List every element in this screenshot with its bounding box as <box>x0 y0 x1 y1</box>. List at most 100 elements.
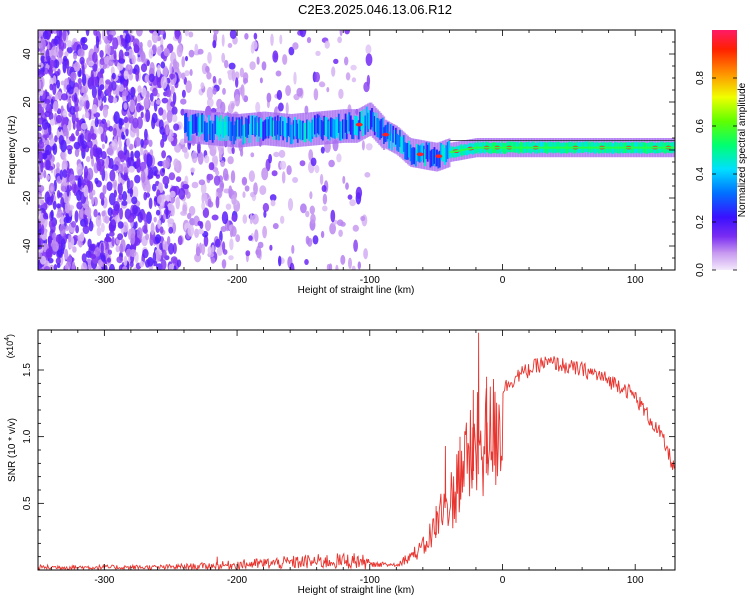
ridge-core <box>206 122 209 142</box>
spectrogram-cell <box>231 68 236 82</box>
spectrogram-cell <box>145 211 152 224</box>
spectrogram-cell <box>130 233 136 245</box>
spectrogram-cell <box>54 71 60 77</box>
ridge-core <box>308 121 311 141</box>
spectrogram-cell <box>60 80 65 86</box>
ridge-core <box>410 148 413 165</box>
spectrogram-cell <box>38 62 44 69</box>
spectrogram-cell <box>118 84 125 92</box>
ridge-core <box>260 119 263 139</box>
spectrogram-cell <box>68 119 72 131</box>
spectrogram-cell <box>121 174 129 181</box>
spectrogram-cell <box>161 194 166 200</box>
ridge-hotspot <box>382 132 390 137</box>
ridge-core <box>264 119 267 139</box>
spectrogram-cell <box>169 62 173 75</box>
spectrogram-cell <box>56 190 61 199</box>
spectrogram-cell <box>215 196 220 209</box>
ridge-core <box>377 118 380 138</box>
spectrogram-cell <box>66 46 73 54</box>
spectrogram-cell <box>63 248 69 260</box>
spectrogram-cell <box>61 238 66 251</box>
ridge-core <box>352 120 355 140</box>
ridge-core <box>190 115 193 135</box>
spectrogram-cell <box>90 69 94 83</box>
spectrogram-cell <box>60 185 67 192</box>
spectrogram-cell <box>60 197 65 208</box>
spectrogram-cell <box>55 114 62 124</box>
spectrogram-cell <box>95 35 100 49</box>
spectrogram-cell <box>172 114 178 123</box>
spectrogram-cell <box>318 81 325 88</box>
spectrogram-cell <box>123 166 128 174</box>
spectrogram-cell <box>62 30 67 42</box>
ridge-core <box>372 112 375 132</box>
spectrogram-cell <box>262 225 267 239</box>
spectrogram-cell <box>363 81 370 93</box>
spectrogram-cell <box>162 175 170 186</box>
spectrogram-cell <box>309 205 315 215</box>
spectrogram-cell <box>190 167 196 173</box>
ridge-core <box>380 118 383 139</box>
spectrogram-cell <box>149 92 154 102</box>
ridge-core <box>233 125 235 145</box>
spectrogram-cell <box>163 49 170 57</box>
spectrogram-cell <box>191 181 199 189</box>
spectrogram-cell <box>155 234 162 244</box>
spectrogram-cell <box>273 151 280 158</box>
spectrogram-cell <box>56 79 60 89</box>
spectrogram-cell <box>250 152 255 158</box>
spectrogram-cell <box>188 49 195 58</box>
spectrogram-cell <box>112 127 117 137</box>
spectrogram-cell <box>42 152 48 160</box>
spectrogram-cell <box>338 88 344 99</box>
ridge-core <box>234 121 237 141</box>
ridge-core <box>223 116 226 136</box>
spectrogram-cell <box>170 256 178 264</box>
ridge-core <box>288 118 291 138</box>
spectrogram-cell <box>202 207 210 219</box>
spectrogram-cell <box>171 106 178 116</box>
spectrogram-cell <box>143 191 148 201</box>
spectrogram-cell <box>222 168 229 181</box>
spectrogram-cell <box>292 177 299 183</box>
ridge-core <box>286 123 288 143</box>
spectrogram-cell <box>132 186 139 199</box>
ridge-core <box>391 133 393 151</box>
spectrogram-cell <box>45 159 51 171</box>
spectrogram-cell <box>336 153 342 163</box>
ridge-core <box>227 117 230 137</box>
ridge-core <box>294 117 296 137</box>
ridge-core <box>395 127 397 145</box>
spectrogram-cell <box>100 222 105 233</box>
spectrogram-cell <box>70 71 77 82</box>
spectrogram-cell <box>77 177 82 188</box>
ridge-core <box>215 115 218 135</box>
spectrogram-cell <box>308 149 314 162</box>
spectrogram-cell <box>56 162 60 169</box>
spectrogram-cell <box>104 170 108 182</box>
colorbar-tick-label: 0.6 <box>695 119 706 133</box>
spectrogram-cell <box>64 51 69 57</box>
ridge-core <box>214 114 217 134</box>
y-tick-label: -40 <box>22 238 33 253</box>
spectrogram-cell <box>81 63 85 77</box>
spectrogram-cell <box>313 88 319 101</box>
x-tick-label: -300 <box>94 575 114 586</box>
spectrogram-cell <box>212 75 217 84</box>
ridge-core <box>307 120 310 140</box>
ridge-core <box>336 119 339 139</box>
spectrogram-cell <box>38 237 41 250</box>
ridge-core <box>343 119 345 139</box>
spectrogram-cell <box>310 213 316 224</box>
ridge-core <box>193 114 196 134</box>
spectrogram-cell <box>162 65 169 78</box>
spectrogram-cell <box>140 111 144 119</box>
spectrogram-cell <box>152 87 158 97</box>
spectrogram-cell <box>39 88 44 97</box>
ridge-core <box>219 115 222 135</box>
spectrogram-cell <box>55 257 61 265</box>
spectrogram-cell <box>177 235 183 246</box>
spectrogram-cell <box>143 153 147 164</box>
